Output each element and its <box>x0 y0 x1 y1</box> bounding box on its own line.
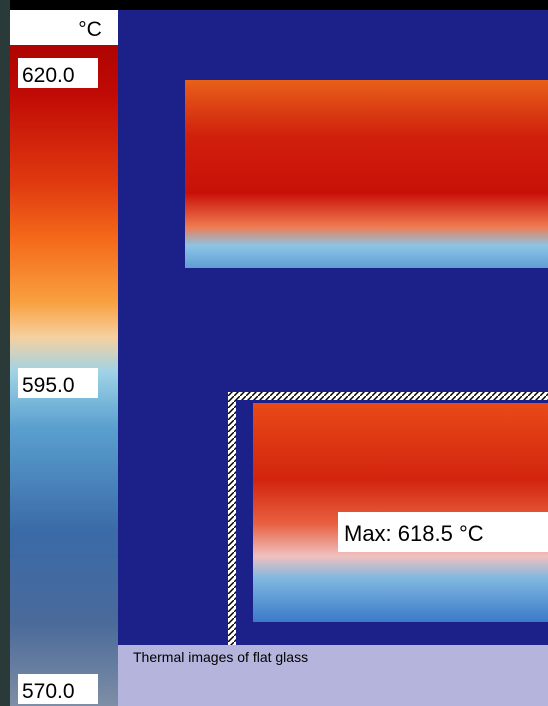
screenshot: °C 620.0 595.0 570.0 Max: 618.5 °C Therm… <box>0 0 548 706</box>
unit-box <box>10 10 118 45</box>
left-edge <box>0 0 10 706</box>
top-edge <box>10 0 548 10</box>
scale-label: 595.0 <box>22 374 75 397</box>
unit: °C <box>78 18 102 41</box>
max-label: Max: 618.5 °C <box>344 521 484 546</box>
color-scale <box>10 10 118 706</box>
page: °C 620.0 595.0 570.0 Max: 618.5 °C Therm… <box>0 0 548 706</box>
scale-label: 620.0 <box>22 64 75 87</box>
caption: Thermal images of flat glass <box>133 649 308 665</box>
scale-label: 570.0 <box>22 680 75 703</box>
thermal-image <box>185 80 548 268</box>
